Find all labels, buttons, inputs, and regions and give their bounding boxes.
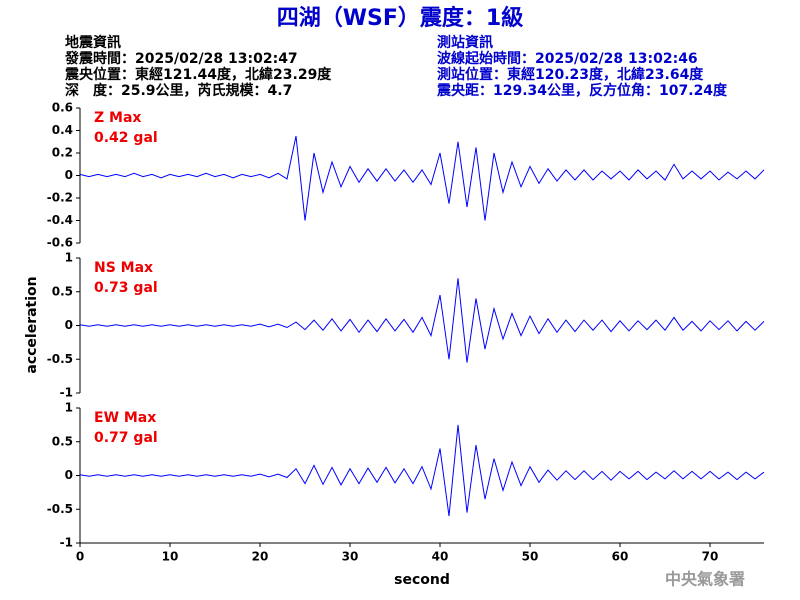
annotation: 0.73 gal: [94, 280, 158, 296]
info-text: 發震時間：2025/02/28 13:02:47: [64, 50, 298, 67]
station-text: 震央距：129.34公里，反方位角：107.24度: [436, 82, 728, 99]
x-tick-label: 60: [612, 550, 629, 564]
x-axis-label: second: [394, 572, 450, 588]
info-text: 地震資訊: [65, 34, 121, 51]
station-text: 波線起始時間：2025/02/28 13:02:46: [437, 50, 698, 67]
x-tick-label: 20: [252, 550, 269, 564]
annotation: 0.77 gal: [94, 430, 158, 446]
x-tick-label: 10: [162, 550, 179, 564]
y-tick-label: 1: [65, 251, 73, 265]
waveform: [79, 424, 765, 517]
y-tick-label: 0.5: [52, 284, 73, 298]
x-tick-label: 30: [342, 550, 359, 564]
waveform: [79, 278, 765, 363]
y-tick-label: 0: [65, 468, 73, 482]
waveform: [79, 135, 765, 221]
y-tick-label: 0: [65, 168, 73, 182]
y-axis-label: acceleration: [24, 276, 40, 373]
y-tick-label: 0.6: [52, 101, 73, 115]
x-tick-label: 50: [522, 550, 539, 564]
annotation: EW Max: [94, 410, 156, 426]
y-tick-label: -0.6: [47, 236, 73, 250]
station-text: 測站資訊: [437, 34, 493, 51]
station-text: 測站位置：東經120.23度，北緯23.64度: [437, 66, 704, 83]
y-tick-label: -1: [60, 386, 73, 400]
y-tick-label: -0.4: [47, 213, 73, 227]
x-tick-label: 40: [432, 550, 449, 564]
annotation: 0.42 gal: [94, 130, 158, 146]
y-tick-label: 0.5: [52, 434, 73, 448]
info-text: 震央位置：東經121.44度，北緯23.29度: [64, 66, 332, 83]
footer-logo: 中央氣象署: [665, 570, 745, 589]
chart-title: 四湖（WSF）震度：1級: [277, 5, 523, 31]
y-tick-label: -0.5: [47, 352, 73, 366]
y-tick-label: 0: [65, 318, 73, 332]
x-tick-label: 0: [76, 550, 84, 564]
y-tick-label: 1: [65, 401, 73, 415]
annotation: Z Max: [94, 110, 141, 126]
info-text: 深 度：25.9公里，芮氏規模：4.7: [65, 82, 292, 99]
x-tick-label: 70: [702, 550, 719, 564]
annotation: NS Max: [94, 260, 153, 276]
y-tick-label: -0.2: [47, 191, 73, 205]
y-tick-label: -1: [60, 536, 73, 550]
y-tick-label: 0.4: [52, 123, 73, 137]
y-tick-label: -0.5: [47, 502, 73, 516]
y-tick-label: 0.2: [52, 146, 73, 160]
